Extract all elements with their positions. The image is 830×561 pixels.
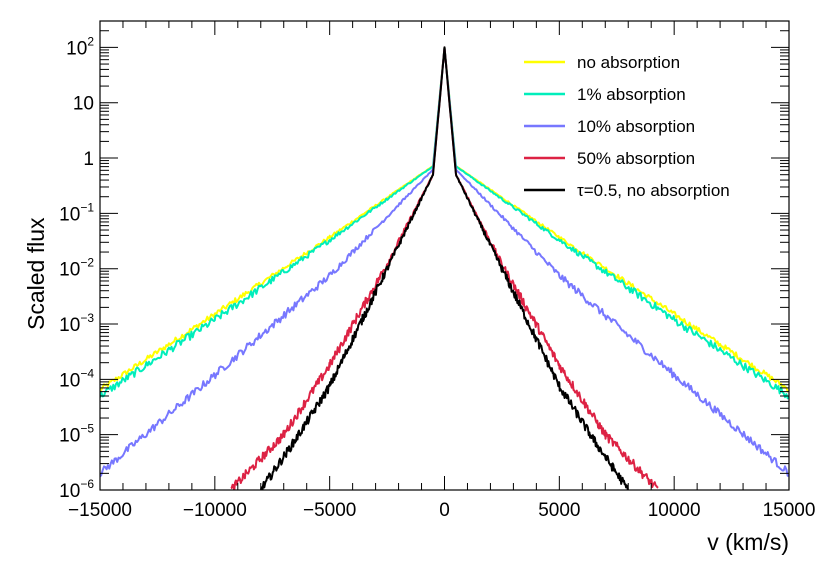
legend-label: no absorption bbox=[577, 53, 680, 72]
legend-label: 1% absorption bbox=[577, 85, 686, 104]
y-tick-label: 10−2 bbox=[59, 256, 94, 281]
y-tick-label: 10 bbox=[73, 94, 94, 115]
y-tick-label: 10−5 bbox=[59, 422, 94, 447]
y-tick-label: 10−6 bbox=[59, 477, 94, 502]
y-tick-label: 102 bbox=[66, 34, 94, 59]
tick-labels-layer: −15000 −10000 −5000 0 5000 10000 15000 102 10 1 10… bbox=[59, 34, 815, 521]
series-layer bbox=[100, 46, 789, 490]
legend: no absorption 1% absorption 10% absorption… bbox=[524, 53, 730, 200]
x-tick-label: −5000 bbox=[303, 500, 356, 521]
x-tick-label: −10000 bbox=[183, 500, 247, 521]
x-tick-label: 15000 bbox=[763, 500, 816, 521]
y-tick-label: 1 bbox=[83, 149, 94, 170]
x-tick-label: 0 bbox=[439, 500, 450, 521]
x-tick-label: 5000 bbox=[538, 500, 580, 521]
x-tick-label: 10000 bbox=[648, 500, 701, 521]
legend-label: 10% absorption bbox=[577, 117, 695, 136]
series-line-4 bbox=[260, 46, 629, 490]
y-axis-label: Scaled flux bbox=[23, 217, 49, 330]
ticks-layer bbox=[99, 20, 790, 491]
x-axis-label: v (km/s) bbox=[707, 529, 789, 555]
y-tick-label: 10−3 bbox=[59, 311, 94, 336]
legend-label: 50% absorption bbox=[577, 149, 695, 168]
y-tick-label: 10−1 bbox=[59, 200, 94, 225]
plot-frame bbox=[99, 20, 790, 491]
x-tick-label: −15000 bbox=[68, 500, 132, 521]
legend-label: τ=0.5, no absorption bbox=[577, 181, 730, 200]
y-tick-label: 10−4 bbox=[59, 366, 94, 391]
